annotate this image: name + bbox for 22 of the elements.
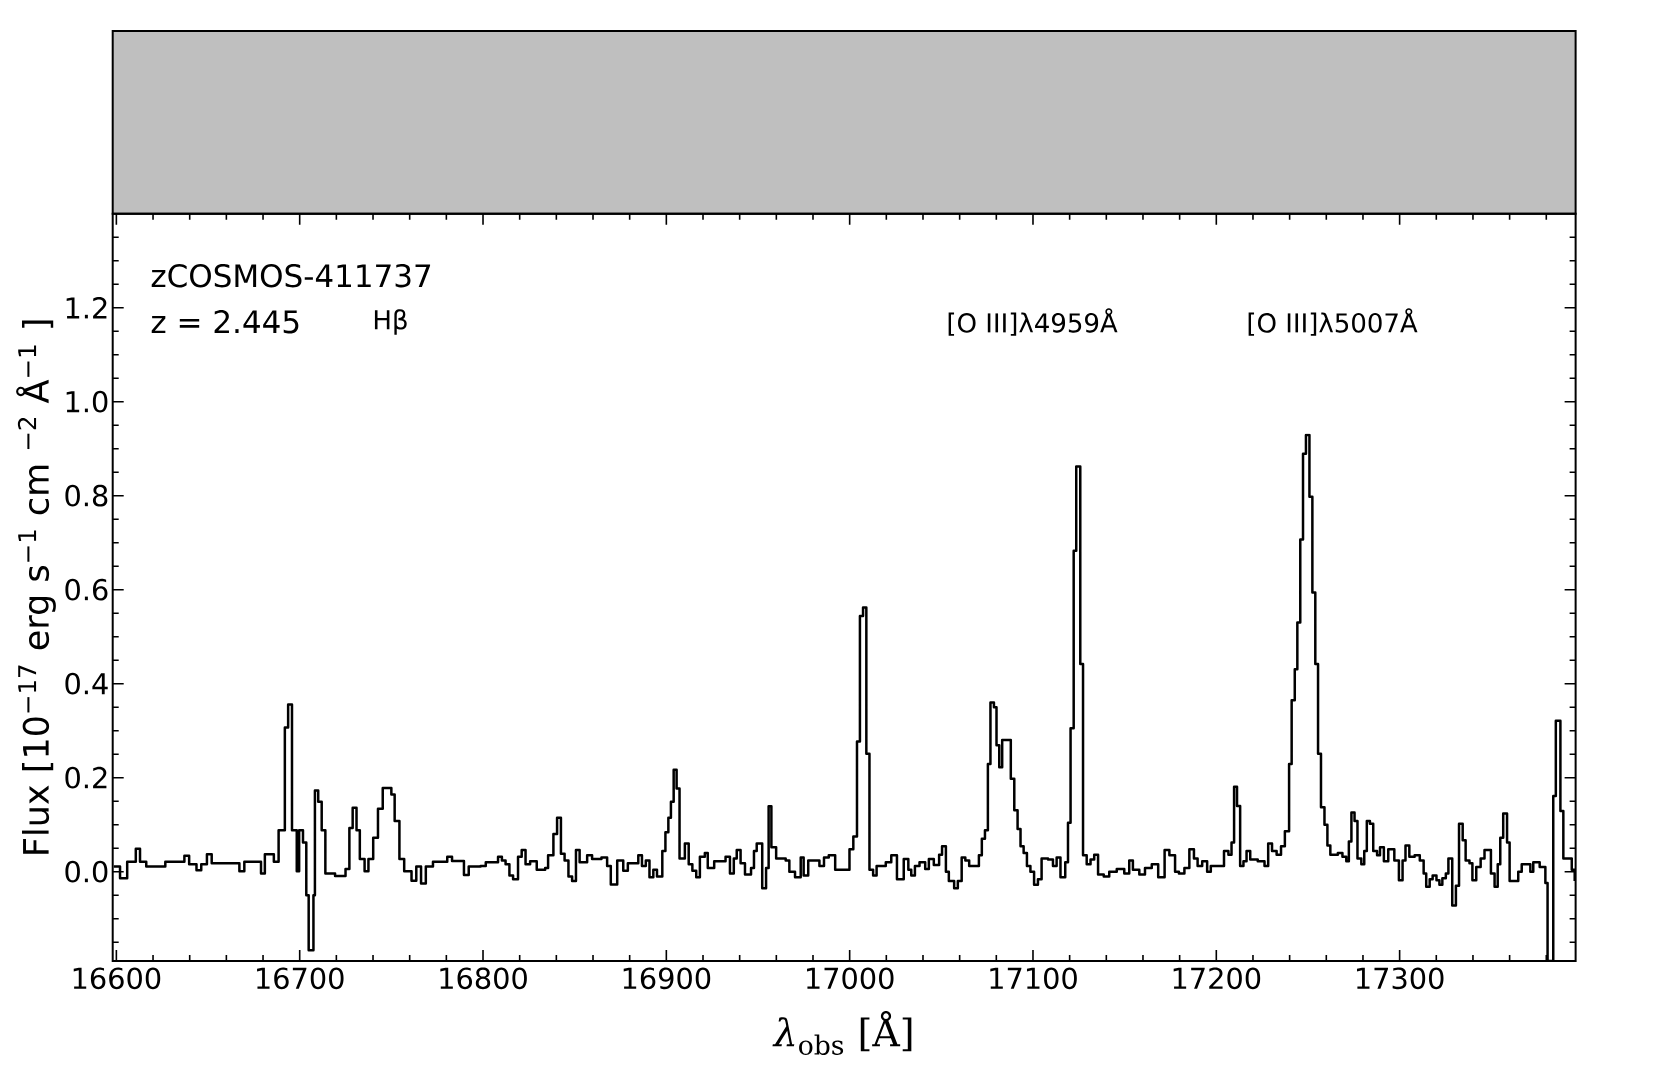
x-tick-label: 17300 <box>1356 967 1444 990</box>
x-axis-title: λ$_{obs}$ [Å] <box>772 1011 912 1055</box>
x-tick-label: 16800 <box>440 967 527 990</box>
y-tick-label: 0.0 <box>65 860 108 883</box>
annotation: zCOSMOS-411737 <box>151 264 431 288</box>
annotation: Hβ <box>374 309 407 335</box>
y-tick-label: 0.8 <box>65 484 108 507</box>
x-tick-label: 17100 <box>990 967 1077 990</box>
y-tick-label: 0.6 <box>65 578 108 601</box>
x-tick-label: 16700 <box>257 967 344 990</box>
y-tick-label: 0.4 <box>65 672 108 695</box>
y-tick-label: 0.2 <box>65 766 107 789</box>
x-tick-label: 16900 <box>623 967 711 990</box>
annotation: z = 2.445 <box>151 310 299 334</box>
y-tick-label: 1.0 <box>66 390 108 413</box>
annotation: [O III]λ4959Å <box>948 308 1118 336</box>
y-tick-label: 1.2 <box>66 297 107 319</box>
x-tick-label: 16600 <box>73 967 161 990</box>
text: Flux [10$^{−17}$ erg s$^{−1}$ cm $^{−2}$ Å$^{−1}$ ] <box>16 320 56 854</box>
x-tick-label: 17000 <box>807 967 894 990</box>
x-tick-label: 17200 <box>1173 967 1261 990</box>
annotation: [O III]λ5007Å <box>1248 308 1418 336</box>
